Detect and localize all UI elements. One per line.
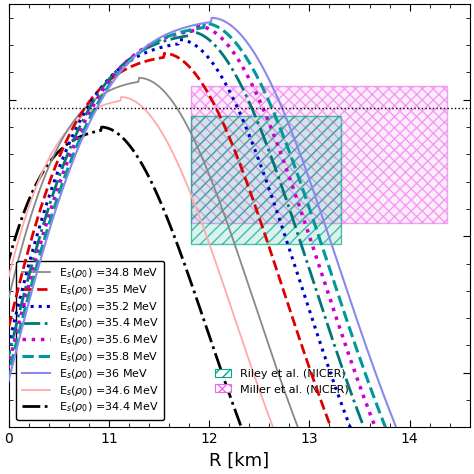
E$_s$($\rho_0$) =35.2 MeV — [285, 241, 291, 246]
E$_s$($\rho_0$) =35.8 MeV — [401, 467, 406, 473]
E$_s$($\rho_0$) =34.4 MeV — [99, 124, 104, 130]
E$_s$($\rho_0$) =35.8 MeV — [321, 250, 327, 255]
E$_s$($\rho_0$) =35 MeV — [302, 352, 308, 357]
E$_s$($\rho_0$) =34.6 MeV — [118, 94, 124, 100]
E$_s$($\rho_0$) =35.6 MeV — [321, 279, 327, 284]
Legend: Riley et al. (NICER), Miller et al. (NICER): Riley et al. (NICER), Miller et al. (NIC… — [210, 364, 354, 399]
E$_s$($\rho_0$) =35.6 MeV — [285, 169, 291, 175]
E$_s$($\rho_0$) =35.4 MeV — [302, 252, 308, 258]
E$_s$($\rho_0$) =34.8 MeV — [285, 397, 291, 402]
E$_s$($\rho_0$) =35.2 MeV — [302, 293, 308, 299]
E$_s$($\rho_0$) =35.8 MeV — [285, 145, 291, 150]
Bar — [191, 116, 341, 245]
E$_s$($\rho_0$) =35 MeV — [285, 300, 291, 306]
E$_s$($\rho_0$) =35.4 MeV — [285, 201, 291, 206]
Bar — [191, 86, 447, 223]
E$_s$($\rho_0$) =36 MeV — [321, 220, 327, 226]
E$_s$($\rho_0$) =35.4 MeV — [187, 28, 192, 34]
E$_s$($\rho_0$) =34.8 MeV — [137, 75, 142, 81]
E$_s$($\rho_0$) =36 MeV — [302, 164, 308, 169]
E$_s$($\rho_0$) =35.2 MeV — [176, 37, 182, 43]
Line: E$_s$($\rho_0$) =35.8 MeV: E$_s$($\rho_0$) =35.8 MeV — [0, 23, 474, 474]
E$_s$($\rho_0$) =35.8 MeV — [302, 192, 308, 198]
Line: E$_s$($\rho_0$) =35.6 MeV: E$_s$($\rho_0$) =35.6 MeV — [0, 26, 474, 474]
Line: E$_s$($\rho_0$) =34.6 MeV: E$_s$($\rho_0$) =34.6 MeV — [0, 97, 474, 474]
E$_s$($\rho_0$) =36 MeV — [285, 118, 291, 124]
E$_s$($\rho_0$) =36 MeV — [209, 15, 215, 21]
E$_s$($\rho_0$) =35 MeV — [321, 407, 327, 413]
Line: E$_s$($\rho_0$) =36 MeV: E$_s$($\rho_0$) =36 MeV — [0, 18, 474, 474]
E$_s$($\rho_0$) =34.8 MeV — [302, 442, 308, 448]
Bar — [191, 116, 341, 245]
E$_s$($\rho_0$) =35.2 MeV — [321, 352, 327, 358]
E$_s$($\rho_0$) =36 MeV — [401, 442, 406, 448]
Line: E$_s$($\rho_0$) =34.8 MeV: E$_s$($\rho_0$) =34.8 MeV — [0, 78, 474, 474]
E$_s$($\rho_0$) =35.8 MeV — [201, 20, 207, 26]
E$_s$($\rho_0$) =35.4 MeV — [321, 312, 327, 318]
E$_s$($\rho_0$) =35.6 MeV — [302, 219, 308, 225]
Bar — [191, 86, 447, 223]
Line: E$_s$($\rho_0$) =35 MeV: E$_s$($\rho_0$) =35 MeV — [0, 53, 474, 474]
Line: E$_s$($\rho_0$) =35.2 MeV: E$_s$($\rho_0$) =35.2 MeV — [0, 40, 474, 474]
Line: E$_s$($\rho_0$) =35.4 MeV: E$_s$($\rho_0$) =35.4 MeV — [0, 31, 474, 474]
E$_s$($\rho_0$) =34.6 MeV — [285, 461, 291, 467]
X-axis label: R [km]: R [km] — [209, 452, 269, 470]
E$_s$($\rho_0$) =35.6 MeV — [195, 23, 201, 29]
E$_s$($\rho_0$) =35 MeV — [162, 50, 167, 56]
Line: E$_s$($\rho_0$) =34.4 MeV: E$_s$($\rho_0$) =34.4 MeV — [0, 127, 474, 474]
